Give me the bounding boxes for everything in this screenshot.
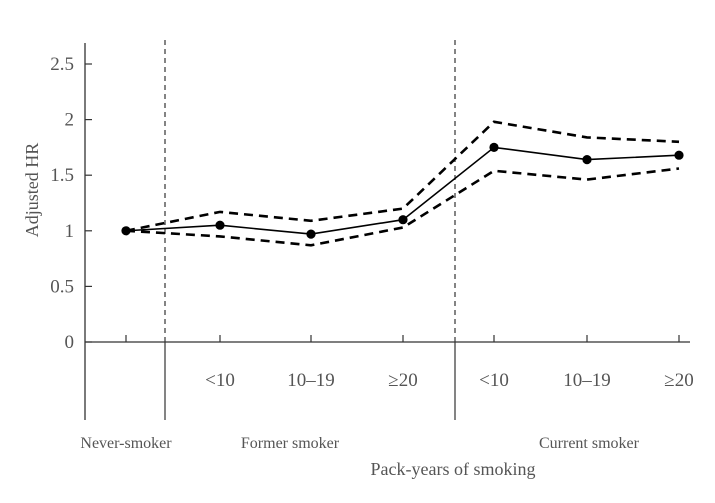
- y-tick-label: 0: [65, 332, 75, 353]
- series-point-estimate: [489, 142, 499, 152]
- x-category-label: <10: [205, 370, 235, 391]
- group-label-current-smoker: Current smoker: [539, 435, 640, 452]
- series-point-estimate: [674, 150, 684, 160]
- x-ticks: [125, 335, 680, 342]
- y-axis-title: Adjusted HR: [22, 143, 42, 238]
- x-category-label: 10–19: [287, 370, 335, 391]
- series-point-estimate: [582, 155, 592, 165]
- y-tick-label: 2.5: [50, 54, 74, 75]
- y-tick-label: 1.5: [50, 165, 74, 186]
- series-line-lower-ci: [125, 167, 680, 247]
- x-category-label: <10: [479, 370, 509, 391]
- y-ticks: 0 0.5 1 1.5 2 2.5: [50, 54, 92, 353]
- y-tick-label: 0.5: [50, 276, 74, 297]
- series-point-estimate: [398, 215, 408, 225]
- series-layer: [121, 120, 684, 247]
- x-category-label: ≥20: [388, 370, 417, 391]
- y-tick-label: 2: [65, 110, 75, 131]
- x-category-labels: <10 10–19 ≥20 <10 10–19 ≥20: [205, 370, 694, 391]
- series-point-estimate: [306, 229, 316, 239]
- x-category-label: ≥20: [664, 370, 693, 391]
- y-tick-label: 1: [65, 221, 75, 242]
- x-category-label: 10–19: [563, 370, 611, 391]
- x-axis-title: Pack-years of smoking: [371, 459, 536, 479]
- group-label-never-smoker: Never-smoker: [80, 435, 172, 452]
- group-label-former-smoker: Former smoker: [241, 435, 340, 452]
- series-line-upper-ci: [125, 120, 680, 233]
- series-point-estimate: [215, 220, 225, 230]
